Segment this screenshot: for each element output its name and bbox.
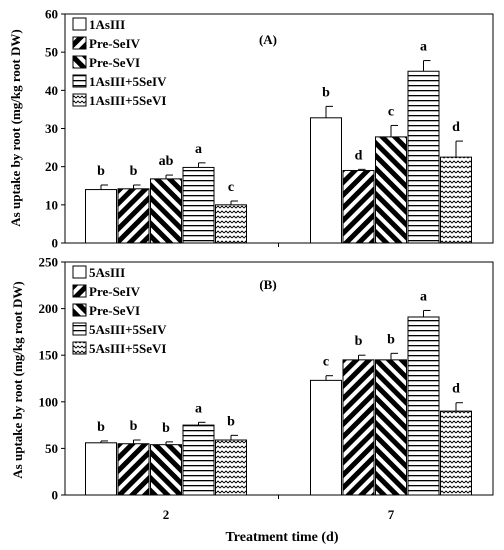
legend-label: Pre-SeVI xyxy=(89,55,140,70)
bar xyxy=(440,156,472,244)
significance-label: b xyxy=(97,164,105,179)
y-tick-label: 50 xyxy=(45,45,58,60)
bar xyxy=(375,359,407,496)
bar xyxy=(85,189,117,244)
panel-b: 0 50 100 150 200 250 2 7 b c b b b b a a b d 5AsIII Pre-SeI… xyxy=(39,255,494,522)
bar xyxy=(407,316,440,496)
legend-label: 5AsIII xyxy=(89,265,125,280)
bar xyxy=(342,169,375,244)
significance-label: c xyxy=(323,355,329,370)
significance-label: b xyxy=(322,85,330,100)
legend-swatch xyxy=(72,55,87,69)
y-tick-label: 100 xyxy=(39,394,59,409)
significance-label: ab xyxy=(159,154,174,169)
significance-label: b xyxy=(130,419,138,434)
significance-label: c xyxy=(388,104,394,119)
significance-label: d xyxy=(452,382,460,397)
bar xyxy=(85,442,117,496)
bar xyxy=(117,188,150,244)
y-tick-label: 20 xyxy=(45,159,58,174)
legend-label: 1AsIII+5SeVI xyxy=(89,93,166,108)
y-tick-label: 150 xyxy=(39,348,59,363)
legend-label: Pre-SeVI xyxy=(89,303,140,318)
panel-a-label: (A) xyxy=(259,32,277,47)
legend-swatch xyxy=(72,265,87,279)
significance-label: d xyxy=(452,120,460,135)
legend-swatch xyxy=(72,303,87,317)
x-tick-label: 2 xyxy=(163,507,170,522)
panel-b-label: (B) xyxy=(259,277,276,292)
legend-swatch xyxy=(72,322,87,336)
legend-swatch xyxy=(72,17,87,31)
panel-a-y-axis-label: As uptake by root (mg/kg root DW) xyxy=(8,29,23,226)
bar xyxy=(117,443,150,496)
significance-label: b xyxy=(355,334,363,349)
significance-label: a xyxy=(195,142,202,157)
bar xyxy=(407,70,440,244)
legend-swatch xyxy=(72,284,87,298)
bar xyxy=(375,136,407,244)
bar xyxy=(215,439,247,496)
bar xyxy=(150,444,182,496)
y-tick-label: 60 xyxy=(45,7,58,22)
y-tick-label: 50 xyxy=(45,441,58,456)
y-tick-label: 30 xyxy=(45,121,58,136)
x-axis-label: Treatment time (d) xyxy=(226,530,339,545)
significance-label: d xyxy=(355,148,363,163)
bar xyxy=(150,178,182,244)
y-tick-label: 0 xyxy=(52,488,59,503)
bar xyxy=(310,379,342,496)
panel-b-y-axis-label: As uptake by root (mg/kg root DW) xyxy=(10,281,25,478)
significance-label: a xyxy=(420,40,427,55)
y-tick-label: 200 xyxy=(39,301,59,316)
significance-label: b xyxy=(227,414,235,429)
y-tick-label: 250 xyxy=(39,255,59,270)
significance-label: a xyxy=(195,401,202,416)
bar xyxy=(182,424,215,496)
bar xyxy=(215,204,247,244)
significance-label: b xyxy=(97,420,105,435)
bar xyxy=(342,359,375,496)
legend-swatch xyxy=(72,74,87,88)
significance-label: b xyxy=(162,421,170,436)
legend-label: 1AsIII+5SeIV xyxy=(89,74,167,89)
legend-label: Pre-SeIV xyxy=(89,36,141,51)
legend-label: 5AsIII+5SeVI xyxy=(89,341,166,356)
panel-a: 0 10 20 30 40 50 60 b b b d ab c a a c d 1AsIII Pre-SeIV Pr… xyxy=(45,7,494,251)
significance-label: c xyxy=(228,180,234,195)
legend-label: 5AsIII+5SeIV xyxy=(89,322,167,337)
x-tick-label: 7 xyxy=(388,507,395,522)
y-tick-label: 40 xyxy=(45,83,58,98)
bar xyxy=(440,410,472,496)
legend-label: 1AsIII xyxy=(89,17,125,32)
significance-label: a xyxy=(420,289,427,304)
legend-label: Pre-SeIV xyxy=(89,284,141,299)
y-tick-label: 10 xyxy=(45,197,58,212)
bar xyxy=(310,117,342,244)
legend-swatch xyxy=(72,93,87,107)
legend-swatch xyxy=(72,341,87,355)
legend-swatch xyxy=(72,36,87,50)
bar xyxy=(182,166,215,244)
y-tick-label: 0 xyxy=(52,236,59,251)
significance-label: b xyxy=(387,332,395,347)
significance-label: b xyxy=(130,164,138,179)
